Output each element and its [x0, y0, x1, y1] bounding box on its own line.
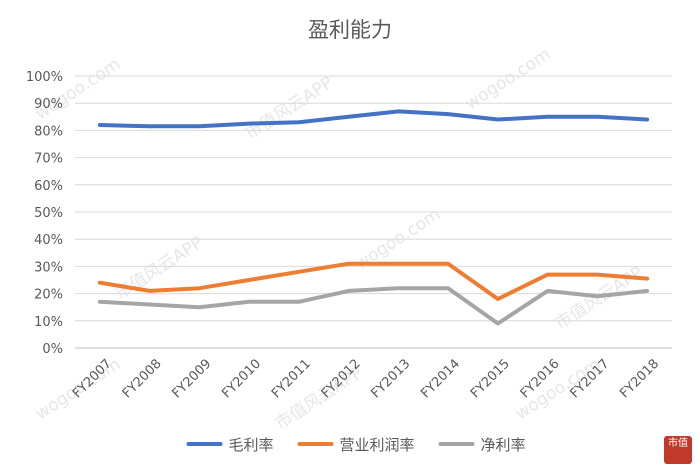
watermark-text: 市值风云APP	[242, 73, 337, 144]
x-tick-label: FY2009	[170, 356, 215, 401]
y-tick-label: 50%	[34, 206, 63, 221]
x-tick-label: FY2008	[120, 356, 165, 401]
chart-title: 盈利能力	[308, 18, 392, 42]
x-tick-label: FY2015	[468, 356, 513, 401]
x-tick-label: FY2013	[369, 356, 414, 401]
series-line	[97, 109, 650, 129]
y-tick-label: 40%	[34, 233, 63, 248]
watermark-text: wogoo.com	[462, 44, 555, 114]
watermark-seal: 市值	[664, 436, 692, 464]
y-tick-label: 80%	[34, 124, 63, 139]
x-tick-label: FY2018	[617, 356, 662, 401]
y-tick-label: 60%	[34, 179, 63, 194]
y-tick-label: 100%	[26, 70, 63, 85]
x-tick-label: FY2010	[219, 356, 264, 401]
series-line	[97, 286, 650, 326]
legend-label: 净利率	[481, 436, 526, 454]
legend-label: 营业利润率	[340, 436, 415, 454]
legend-label: 毛利率	[229, 436, 274, 454]
y-tick-label: 20%	[34, 288, 63, 303]
y-tick-label: 10%	[34, 315, 63, 330]
y-tick-label: 0%	[42, 342, 63, 357]
x-tick-label: FY2014	[418, 356, 463, 401]
series-line	[97, 261, 650, 301]
watermark-text: wogoo.com	[32, 54, 125, 124]
y-tick-label: 70%	[34, 152, 63, 167]
y-tick-label: 30%	[34, 260, 63, 275]
y-tick-label: 90%	[34, 97, 63, 112]
